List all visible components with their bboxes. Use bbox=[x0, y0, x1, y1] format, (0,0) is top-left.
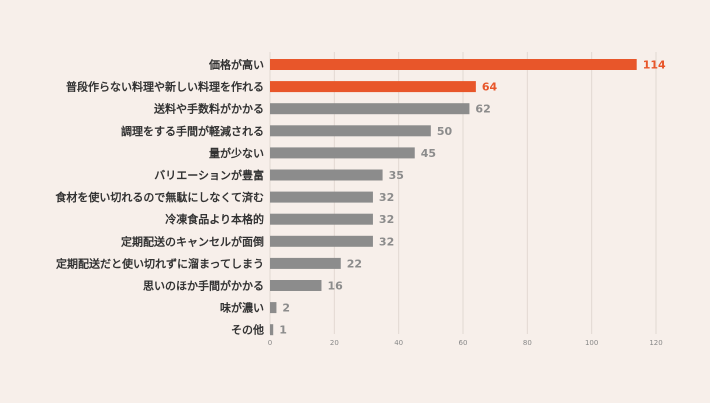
x-tick-label: 0 bbox=[268, 339, 272, 347]
category-label: その他 bbox=[231, 323, 264, 337]
bar bbox=[270, 59, 637, 70]
category-label: 定期配送だと使い切れずに溜まってしまう bbox=[56, 256, 264, 270]
category-label: 送料や手数料がかかる bbox=[153, 102, 264, 116]
x-tick-label: 80 bbox=[523, 339, 532, 347]
value-label: 32 bbox=[379, 235, 394, 248]
grid-lines bbox=[269, 52, 657, 334]
value-label: 35 bbox=[389, 169, 404, 182]
category-label: 定期配送のキャンセルが面倒 bbox=[121, 234, 264, 248]
x-tick-label: 20 bbox=[330, 339, 339, 347]
bar bbox=[270, 280, 322, 291]
bar bbox=[270, 169, 383, 181]
category-labels: 価格が高い普段作らない料理や新しい料理を作れる送料や手数料がかかる調理をする手間… bbox=[55, 58, 264, 337]
category-label: 思いのほか手間がかかる bbox=[143, 279, 264, 293]
bar bbox=[270, 125, 431, 137]
bar bbox=[270, 257, 341, 269]
category-label: 調理をする手間が軽減される bbox=[121, 124, 264, 138]
value-label: 32 bbox=[379, 213, 394, 226]
bar bbox=[270, 191, 373, 203]
value-label: 50 bbox=[437, 125, 453, 138]
bars bbox=[270, 59, 637, 336]
x-tick-label: 40 bbox=[394, 339, 403, 347]
category-label: 冷凍食品より本格的 bbox=[165, 212, 264, 226]
x-axis-ticks: 0 20 40 60 80 100 120 bbox=[268, 339, 663, 347]
bar bbox=[270, 103, 470, 115]
bar bbox=[270, 324, 274, 336]
value-label: 45 bbox=[421, 147, 436, 160]
category-label: 普段作らない料理や新しい料理を作れる bbox=[66, 80, 264, 94]
category-label: 量が少ない bbox=[209, 146, 264, 160]
x-tick-label: 100 bbox=[585, 339, 598, 347]
value-label: 22 bbox=[347, 257, 362, 270]
value-label: 32 bbox=[379, 191, 394, 204]
value-label: 114 bbox=[643, 59, 666, 72]
category-label: 食材を使い切れるので無駄にしなくて済む bbox=[55, 190, 264, 204]
value-label: 2 bbox=[282, 302, 290, 315]
bar bbox=[270, 302, 277, 314]
bar bbox=[270, 235, 373, 247]
x-tick-label: 120 bbox=[649, 339, 662, 347]
value-label: 1 bbox=[279, 324, 287, 337]
x-tick-label: 60 bbox=[459, 339, 468, 347]
category-label: 価格が高い bbox=[208, 58, 264, 72]
value-label: 62 bbox=[475, 103, 490, 116]
value-label: 64 bbox=[482, 81, 498, 94]
bar bbox=[270, 147, 415, 159]
category-label: 味が濃い bbox=[220, 301, 264, 315]
bar bbox=[270, 81, 476, 93]
bar bbox=[270, 213, 373, 225]
category-label: バリエーションが豊富 bbox=[154, 168, 264, 182]
value-label: 16 bbox=[327, 280, 343, 293]
